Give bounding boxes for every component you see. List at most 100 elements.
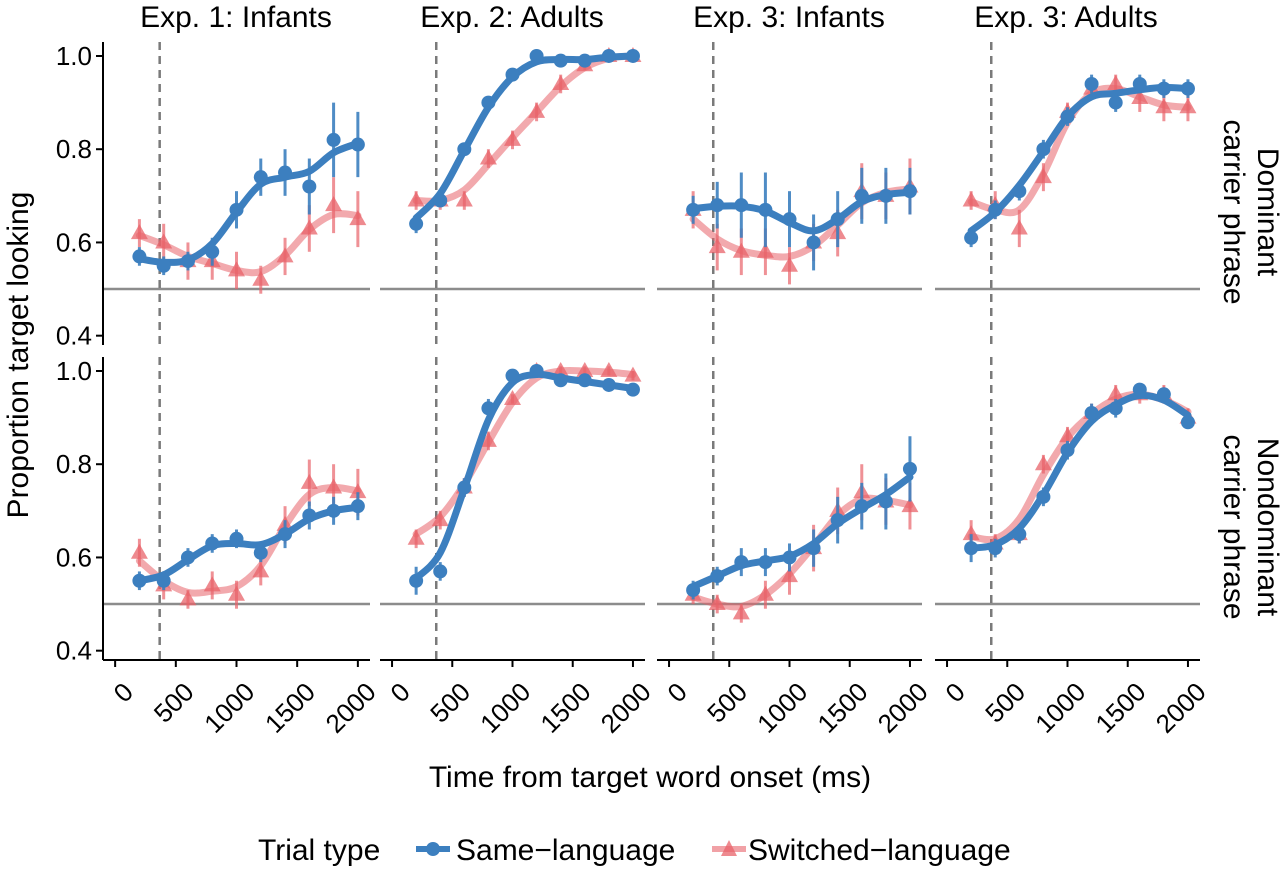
x-tick-label: 500	[979, 677, 1031, 729]
x-tick-label: 2000	[1150, 677, 1212, 739]
point-same-language	[553, 373, 568, 388]
point-same-language	[481, 95, 496, 110]
point-same-language	[758, 202, 773, 217]
point-same-language	[1060, 109, 1075, 124]
smooth-curve-same-language	[135, 503, 362, 585]
point-same-language	[710, 569, 725, 584]
point-same-language	[156, 258, 171, 273]
point-same-language	[205, 244, 220, 259]
point-same-language	[350, 499, 365, 514]
point-switched-language	[1107, 74, 1125, 90]
point-same-language	[1108, 95, 1123, 110]
y-tick-label: 1.0	[56, 356, 92, 386]
point-same-language	[350, 137, 365, 152]
x-axis-label: Time from target word onset (ms)	[429, 761, 871, 794]
point-same-language	[1036, 142, 1051, 157]
point-switched-language	[479, 431, 497, 447]
y-axis-row-1: 0.4 0.6 0.8 1.0	[56, 41, 104, 351]
point-same-language	[457, 142, 472, 157]
point-same-language	[734, 198, 749, 213]
point-switched-language	[252, 562, 270, 578]
point-same-language	[878, 494, 893, 509]
point-same-language	[710, 198, 725, 213]
point-same-language	[433, 193, 448, 208]
smooth-curve-same-language	[967, 391, 1192, 552]
point-same-language	[1084, 405, 1099, 420]
point-switched-language	[407, 191, 425, 207]
legend-marker-switched-language	[721, 840, 737, 856]
point-switched-language	[552, 361, 570, 377]
point-same-language	[278, 165, 293, 180]
point-same-language	[806, 235, 821, 250]
point-same-language	[433, 564, 448, 579]
legend-label-same-language: Same−language	[456, 834, 675, 867]
point-same-language	[830, 513, 845, 528]
point-same-language	[782, 550, 797, 565]
point-same-language	[601, 48, 616, 63]
point-switched-language	[407, 529, 425, 545]
point-same-language	[878, 188, 893, 203]
point-switched-language	[756, 242, 774, 258]
point-switched-language	[1010, 219, 1028, 235]
point-switched-language	[479, 149, 497, 165]
point-same-language	[180, 550, 195, 565]
point-same-language	[854, 499, 869, 514]
point-switched-language	[325, 478, 343, 494]
x-tick-label: 0	[384, 677, 415, 708]
point-same-language	[1012, 184, 1027, 199]
point-same-language	[229, 202, 244, 217]
point-same-language	[529, 363, 544, 378]
point-same-language	[1132, 76, 1147, 91]
point-same-language	[625, 48, 640, 63]
y-tick-label: 1.0	[56, 41, 92, 71]
point-same-language	[625, 382, 640, 397]
point-switched-language	[228, 261, 245, 277]
y-tick-label: 0.4	[56, 321, 92, 351]
point-same-language	[902, 184, 917, 199]
point-switched-language	[708, 238, 726, 254]
y-axes: 0.4 0.6 0.8 1.0 0.4 0.6 0.8 1.0	[56, 41, 104, 666]
x-tick-label: 0	[108, 677, 139, 708]
x-tick-label: 0	[661, 677, 692, 708]
point-switched-language	[276, 247, 294, 263]
point-switched-language	[1034, 455, 1052, 471]
x-tick-label: 500	[148, 677, 200, 729]
y-axis-label: Proportion target looking	[2, 192, 35, 519]
smooth-curve-same-language	[412, 370, 637, 582]
point-switched-language	[732, 604, 750, 620]
point-same-language	[577, 53, 592, 68]
facet-column-titles: Exp. 1: Infants Exp. 2: Adults Exp. 3: I…	[140, 1, 1158, 34]
x-tick-label: 1500	[811, 677, 873, 739]
x-tick-label: 500	[701, 677, 753, 729]
point-switched-language	[781, 256, 798, 272]
point-switched-language	[431, 511, 449, 527]
point-same-language	[686, 202, 701, 217]
smooth-curve-switched-language	[412, 52, 637, 205]
point-switched-language	[962, 191, 980, 207]
point-switched-language	[455, 191, 473, 207]
x-tick-label: 500	[424, 677, 476, 729]
point-switched-language	[349, 210, 367, 226]
point-same-language	[830, 212, 845, 227]
y-tick-label: 0.8	[56, 449, 92, 479]
point-switched-language	[504, 130, 521, 146]
smooth-curve-switched-language	[967, 390, 1192, 544]
point-switched-language	[1107, 385, 1125, 401]
panel-nondominant-col-3	[657, 357, 922, 660]
point-same-language	[278, 527, 293, 542]
smooth-curve-same-language	[689, 473, 914, 591]
point-same-language	[529, 48, 544, 63]
point-switched-language	[552, 74, 570, 90]
point-same-language	[988, 541, 1003, 556]
point-switched-language	[1155, 98, 1173, 114]
point-same-language	[457, 480, 472, 495]
point-same-language	[132, 573, 147, 588]
row-label-nondominant: Nondominant	[1251, 438, 1280, 617]
legend-key-same-language	[416, 842, 450, 856]
point-same-language	[1036, 489, 1051, 504]
smooth-curve-switched-language	[135, 483, 362, 597]
x-tick-label: 0	[939, 677, 970, 708]
